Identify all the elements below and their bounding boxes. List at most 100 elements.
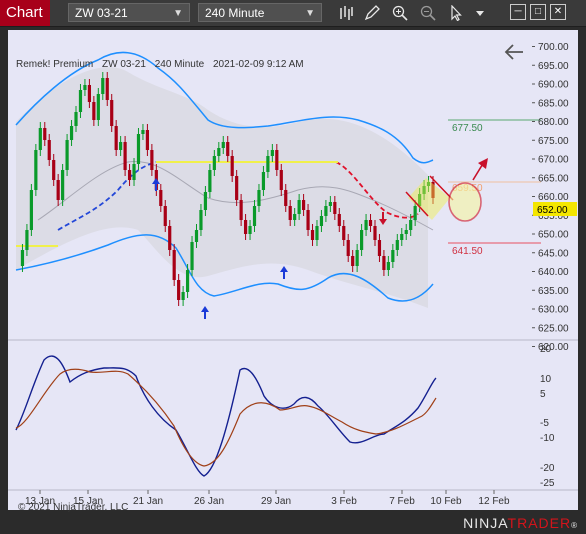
candle-body: [87, 85, 91, 102]
candle-body: [391, 250, 395, 262]
candle-body: [368, 220, 373, 226]
candle-body: [235, 176, 239, 200]
interval-selector[interactable]: 240 Minute ▼: [198, 3, 322, 22]
price-tick-label: 620.00: [538, 342, 569, 353]
target-circle: [448, 182, 482, 222]
candle-body: [226, 142, 230, 156]
oscillator-slow-line: [15, 368, 437, 467]
candle-body: [248, 226, 252, 234]
date-tick-label: 26 Jan: [194, 496, 224, 507]
oscillator-fast-line: [15, 355, 437, 477]
trend-dashed-red: [335, 161, 419, 219]
candle-body: [279, 170, 283, 190]
instrument-selector[interactable]: ZW 03-21 ▼: [68, 3, 190, 22]
instrument-label: ZW 03-21: [75, 6, 128, 20]
chart-tab[interactable]: Chart: [0, 0, 50, 26]
chart-canvas[interactable]: 677.50 659.50 641.50 Remek! Premium ZW 0…: [8, 30, 578, 510]
candle-body: [422, 186, 426, 194]
candle-body: [123, 142, 127, 170]
properties-icon[interactable]: [470, 3, 490, 23]
date-tick-label: 13 Jan: [25, 496, 55, 507]
candle-body: [52, 160, 56, 180]
brand-part1: NINJA: [463, 515, 508, 531]
price-tick-label: 665.00: [538, 173, 569, 184]
lower-band-line: [15, 234, 434, 302]
candle-body: [172, 250, 176, 280]
oscillator-tick-label: 10: [540, 374, 552, 385]
chart-panel[interactable]: 677.50 659.50 641.50 Remek! Premium ZW 0…: [8, 30, 578, 513]
candle-body: [56, 180, 60, 200]
candle-body: [43, 128, 47, 140]
candle-body: [230, 156, 234, 176]
candle-body: [337, 214, 341, 226]
price-tick-label: 625.00: [538, 323, 569, 334]
candle-body: [101, 78, 105, 94]
candle-body: [217, 148, 221, 156]
candle-body: [400, 234, 404, 240]
oscillator-tick-label: -5: [540, 418, 549, 429]
chevron-down-icon: ▼: [305, 8, 315, 19]
candle-body: [61, 170, 65, 200]
blue-up-arrow: [152, 178, 160, 191]
header-source: Remek! Premium: [16, 59, 93, 70]
minimize-icon[interactable]: ─: [510, 4, 526, 20]
price-axis: 700.00 695.00 690.00 685.00 680.00 675.00 670.…: [532, 42, 569, 353]
zoom-out-icon[interactable]: [418, 3, 438, 23]
blue-up-arrow: [201, 306, 209, 319]
candle-body: [203, 192, 208, 210]
status-bar: NINJATRADER®: [0, 512, 586, 534]
candle-body: [83, 85, 87, 90]
candle-body: [221, 142, 225, 148]
candle-body: [328, 202, 332, 206]
candle-body: [333, 202, 337, 214]
yellow-highlight-area: [408, 178, 450, 220]
candle-body: [47, 140, 51, 160]
oscillator-tick-label: 5: [540, 389, 546, 400]
close-icon[interactable]: ✕: [550, 4, 566, 20]
zoom-in-icon[interactable]: [390, 3, 410, 23]
brand-part2: TRADER: [507, 515, 572, 531]
candle-body: [293, 214, 297, 220]
candle-body: [119, 142, 123, 150]
chevron-down-icon: ▼: [173, 8, 183, 19]
candle-body: [395, 240, 399, 250]
candle-body: [181, 292, 185, 300]
back-arrow-icon[interactable]: [504, 44, 523, 60]
header-datetime: 2021-02-09 9:12 AM: [213, 59, 304, 70]
candle-body: [418, 194, 422, 206]
price-tick-label: 655.00: [538, 211, 569, 222]
cursor-icon[interactable]: [446, 3, 466, 23]
target-high-label: 677.50: [452, 123, 483, 134]
candle-body: [96, 94, 100, 120]
oscillator-axis: 20 10 5 -5 -10 -20 -25: [540, 344, 555, 489]
price-tick-label: 675.00: [538, 136, 569, 147]
oscillator-tick-label: -20: [540, 463, 555, 474]
candle-body: [132, 164, 136, 180]
current-price-label: 652.00: [537, 205, 568, 216]
candle-body: [114, 126, 118, 150]
chart-header: Remek! Premium ZW 03-21 240 Minute 2021-…: [16, 59, 304, 70]
candle-body: [346, 240, 350, 256]
header-interval: 240 Minute: [155, 59, 205, 70]
candle-body: [20, 250, 25, 266]
interval-label: 240 Minute: [205, 6, 265, 20]
candle-body: [301, 200, 306, 210]
date-tick-label: 29 Jan: [261, 496, 291, 507]
mid-line: [37, 161, 434, 231]
date-tick-label: 21 Jan: [133, 496, 163, 507]
maximize-icon[interactable]: □: [530, 4, 546, 20]
current-price-tag: [533, 202, 577, 216]
candle-body: [413, 206, 417, 220]
bar-chart-icon[interactable]: [336, 3, 356, 23]
candle-body: [243, 220, 248, 234]
pencil-icon[interactable]: [362, 3, 382, 23]
candle-body: [145, 130, 150, 150]
candle-body: [194, 230, 199, 242]
date-tick-label: 10 Feb: [430, 496, 462, 507]
oscillator-tick-label: 20: [540, 344, 552, 355]
candle-body: [288, 206, 292, 220]
candle-body: [185, 270, 190, 292]
candle-body: [177, 280, 181, 300]
price-tick-label: 670.00: [538, 155, 569, 166]
candle-body: [315, 226, 319, 240]
